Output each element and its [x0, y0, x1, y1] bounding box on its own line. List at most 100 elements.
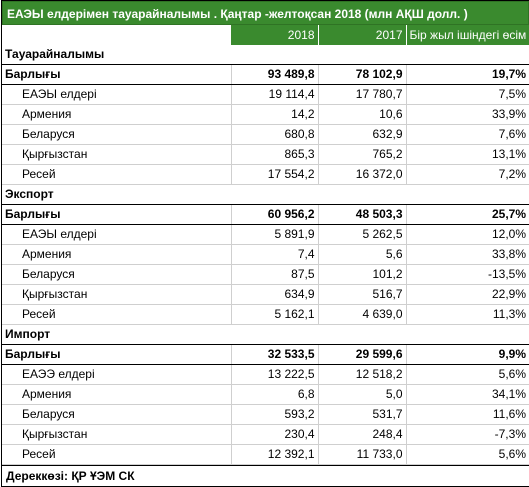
value-2018: 5 891,9 — [231, 224, 319, 245]
row-label: Армения — [2, 384, 232, 405]
row-label: Беларуся — [2, 404, 232, 425]
growth-value: 33,8% — [406, 244, 529, 265]
value-2018: 865,3 — [231, 144, 319, 165]
header-cell-growth: Бір жыл ішіндегі өсім — [406, 25, 529, 45]
value-2018: 12 392,1 — [231, 444, 319, 465]
value-2017: 531,7 — [318, 404, 407, 425]
row-label: Қырғызстан — [2, 424, 232, 445]
value-2018: 19 114,4 — [231, 84, 319, 105]
table-row: Армения 7,4 5,6 33,8% — [2, 244, 529, 265]
table-title: ЕАЭЫ елдерімен тауарайналымы . Қаңтар -ж… — [2, 1, 529, 25]
value-2017: 5,6 — [318, 244, 407, 265]
section-title: Тауарайналымы — [2, 45, 529, 65]
table-row: Қырғызстан 634,9 516,7 22,9% — [2, 284, 529, 305]
growth-value: 9,9% — [406, 344, 529, 365]
row-label: Ресей — [2, 164, 232, 185]
growth-value: 7,2% — [406, 164, 529, 185]
row-label: Беларуся — [2, 264, 232, 285]
row-label: Ресей — [2, 304, 232, 325]
value-2018: 5 162,1 — [231, 304, 319, 325]
value-2018: 680,8 — [231, 124, 319, 145]
growth-value: 5,6% — [406, 444, 529, 465]
section-title: Экспорт — [2, 184, 529, 205]
row-label: ЕАЭЫ елдері — [2, 84, 232, 105]
row-label: ЕАЭЫ елдері — [2, 224, 232, 245]
header-cell-blank — [2, 25, 232, 45]
row-label: Армения — [2, 104, 232, 125]
table-row: Қырғызстан 865,3 765,2 13,1% — [2, 144, 529, 165]
header-cell-2017: 2017 — [318, 25, 407, 45]
row-label: Қырғызстан — [2, 144, 232, 165]
value-2018: 60 956,2 — [231, 204, 319, 225]
value-2017: 5 262,5 — [318, 224, 407, 245]
table-row: Армения 14,2 10,6 33,9% — [2, 104, 529, 125]
row-label: Барлығы — [2, 344, 232, 365]
value-2018: 17 554,2 — [231, 164, 319, 185]
value-2018: 32 533,5 — [231, 344, 319, 365]
value-2017: 248,4 — [318, 424, 407, 445]
growth-value: 7,6% — [406, 124, 529, 145]
growth-value: 5,6% — [406, 364, 529, 385]
total-row: Барлығы 60 956,2 48 503,3 25,7% — [2, 204, 529, 225]
table-row: Ресей 12 392,1 11 733,0 5,6% — [2, 444, 529, 465]
table-row: Беларуся 593,2 531,7 11,6% — [2, 404, 529, 425]
table-row: ЕАЭЫ елдері 5 891,9 5 262,5 12,0% — [2, 224, 529, 245]
trade-table: 2018 2017 Бір жыл ішіндегі өсім Тауарайн… — [2, 25, 529, 465]
row-label: ЕАЭЭ елдері — [2, 364, 232, 385]
growth-value: 12,0% — [406, 224, 529, 245]
growth-value: 11,6% — [406, 404, 529, 425]
total-row: Барлығы 93 489,8 78 102,9 19,7% — [2, 64, 529, 85]
value-2018: 6,8 — [231, 384, 319, 405]
value-2017: 765,2 — [318, 144, 407, 165]
row-label: Барлығы — [2, 64, 232, 85]
table-row: Беларуся 87,5 101,2 -13,5% — [2, 264, 529, 285]
table-row: Ресей 5 162,1 4 639,0 11,3% — [2, 304, 529, 325]
row-label: Армения — [2, 244, 232, 265]
growth-value: 13,1% — [406, 144, 529, 165]
growth-value: 22,9% — [406, 284, 529, 305]
table-row: Армения 6,8 5,0 34,1% — [2, 384, 529, 405]
growth-value: 11,3% — [406, 304, 529, 325]
value-2018: 593,2 — [231, 404, 319, 425]
value-2018: 87,5 — [231, 264, 319, 285]
row-label: Барлығы — [2, 204, 232, 225]
value-2017: 12 518,2 — [318, 364, 407, 385]
value-2017: 10,6 — [318, 104, 407, 125]
value-2017: 16 372,0 — [318, 164, 407, 185]
growth-value: -7,3% — [406, 424, 529, 445]
value-2018: 634,9 — [231, 284, 319, 305]
section-title: Импорт — [2, 324, 529, 345]
section-header-row: Тауарайналымы — [2, 45, 529, 65]
value-2018: 13 222,5 — [231, 364, 319, 385]
value-2017: 516,7 — [318, 284, 407, 305]
growth-value: 19,7% — [406, 64, 529, 85]
table-row: ЕАЭЫ елдері 19 114,4 17 780,7 7,5% — [2, 84, 529, 105]
value-2017: 78 102,9 — [318, 64, 407, 85]
value-2017: 4 639,0 — [318, 304, 407, 325]
header-row: 2018 2017 Бір жыл ішіндегі өсім — [2, 25, 529, 45]
table-row: Қырғызстан 230,4 248,4 -7,3% — [2, 424, 529, 445]
table-row: Беларуся 680,8 632,9 7,6% — [2, 124, 529, 145]
growth-value: -13,5% — [406, 264, 529, 285]
value-2017: 632,9 — [318, 124, 407, 145]
value-2018: 93 489,8 — [231, 64, 319, 85]
growth-value: 7,5% — [406, 84, 529, 105]
growth-value: 34,1% — [406, 384, 529, 405]
value-2018: 14,2 — [231, 104, 319, 125]
value-2018: 230,4 — [231, 424, 319, 445]
value-2017: 5,0 — [318, 384, 407, 405]
value-2018: 7,4 — [231, 244, 319, 265]
source-footer: Дереккөзі: ҚР ҰЭМ СК — [2, 465, 529, 486]
growth-value: 25,7% — [406, 204, 529, 225]
section-header-row: Импорт — [2, 324, 529, 345]
table-row: ЕАЭЭ елдері 13 222,5 12 518,2 5,6% — [2, 364, 529, 385]
value-2017: 17 780,7 — [318, 84, 407, 105]
value-2017: 11 733,0 — [318, 444, 407, 465]
value-2017: 101,2 — [318, 264, 407, 285]
value-2017: 29 599,6 — [318, 344, 407, 365]
header-cell-2018: 2018 — [231, 25, 319, 45]
row-label: Беларуся — [2, 124, 232, 145]
row-label: Қырғызстан — [2, 284, 232, 305]
row-label: Ресей — [2, 444, 232, 465]
